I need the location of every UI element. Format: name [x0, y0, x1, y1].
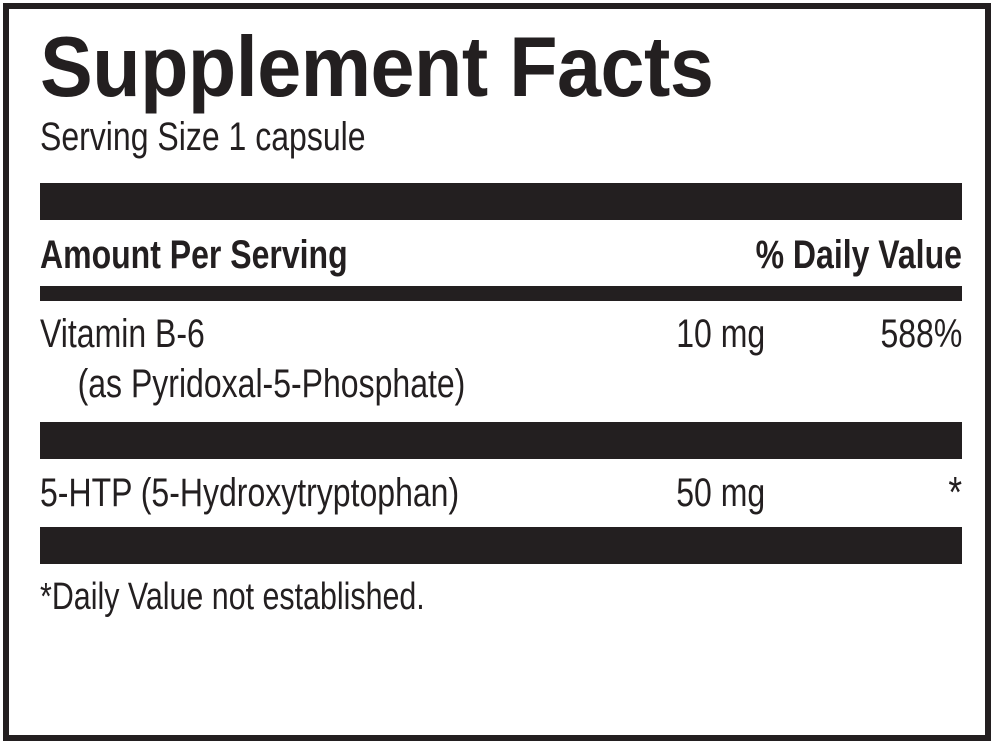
- table-header-row: Amount Per Serving % Daily Value: [40, 230, 962, 280]
- rule-thin-header: [40, 286, 962, 301]
- page-title: Supplement Facts: [40, 20, 714, 115]
- nutrient-source-vitamin-b6: (as Pyridoxal-5-Phosphate): [77, 362, 466, 406]
- rule-thick-middle: [40, 422, 962, 459]
- supplement-facts-content: Supplement Facts Serving Size 1 capsule …: [40, 25, 962, 620]
- nutrient-daily-value-5htp: *: [948, 468, 962, 517]
- table-subrow: (as Pyridoxal-5-Phosphate): [40, 359, 962, 409]
- column-header-daily-value: % Daily Value: [755, 233, 962, 277]
- column-header-amount: Amount Per Serving: [40, 233, 348, 277]
- rule-thick-top: [40, 183, 962, 220]
- nutrient-amount-vitamin-b6: 10 mg: [676, 312, 765, 356]
- supplement-facts-panel: Supplement Facts Serving Size 1 capsule …: [3, 3, 991, 741]
- nutrient-name-5htp: 5-HTP (5-Hydroxytryptophan): [40, 471, 460, 515]
- nutrient-amount-5htp: 50 mg: [676, 471, 765, 515]
- serving-size-text: Serving Size 1 capsule: [40, 115, 366, 159]
- table-row: Vitamin B-6 10 mg 588%: [40, 309, 962, 359]
- nutrient-name-vitamin-b6: Vitamin B-6: [40, 312, 205, 356]
- footnote-text: *Daily Value not established.: [40, 576, 425, 618]
- table-row: 5-HTP (5-Hydroxytryptophan) 50 mg *: [40, 468, 962, 518]
- nutrient-daily-value-vitamin-b6: 588%: [880, 312, 962, 356]
- rule-thick-bottom: [40, 527, 962, 564]
